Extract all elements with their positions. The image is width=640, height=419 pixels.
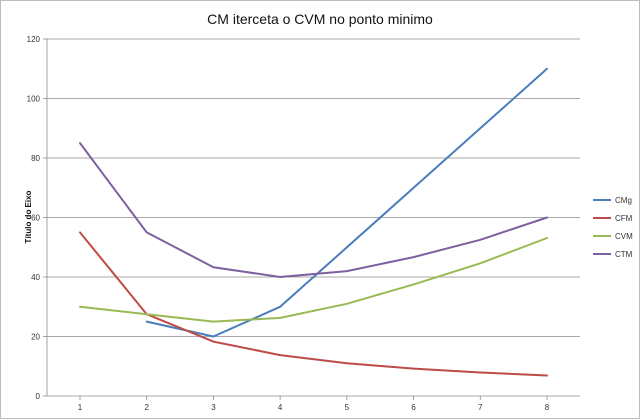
x-tick-label: 6 [411, 403, 416, 412]
gridlines [47, 38, 580, 337]
x-tick-label: 4 [278, 403, 283, 412]
series-line-ctm [79, 142, 548, 278]
x-tick-label: 1 [78, 403, 83, 412]
y-axis-title: Título do Eixo [24, 190, 33, 243]
series-line-cmg [145, 67, 548, 338]
legend-label-cmg: CMg [615, 196, 632, 205]
legend-label-ctm: CTM [615, 250, 633, 259]
legend-label-cfm: CFM [615, 214, 633, 223]
y-tick-label: 0 [36, 392, 41, 401]
series-line-cvm [79, 237, 548, 323]
x-tick-label: 2 [144, 403, 149, 412]
y-tick-label: 120 [27, 35, 41, 44]
y-tick-label: 60 [31, 214, 40, 223]
series-line-cfm [79, 231, 548, 377]
series-lines [79, 67, 548, 377]
legend-label-cvm: CVM [615, 232, 633, 241]
y-tick-label: 40 [31, 273, 40, 282]
legend: CMg CFM CVM CTM [593, 196, 633, 259]
y-tick-label: 100 [27, 95, 41, 104]
chart-title: CM iterceta o CVM no ponto minimo [207, 11, 433, 27]
y-tick-label: 80 [31, 154, 40, 163]
x-tick-label: 5 [345, 403, 350, 412]
axes: 0 20 40 60 80 100 120 1 2 3 4 5 6 7 8 [27, 35, 580, 412]
y-tick-label: 20 [31, 333, 40, 342]
x-tick-label: 8 [545, 403, 550, 412]
x-tick-label: 7 [478, 403, 483, 412]
x-tick-label: 3 [211, 403, 216, 412]
